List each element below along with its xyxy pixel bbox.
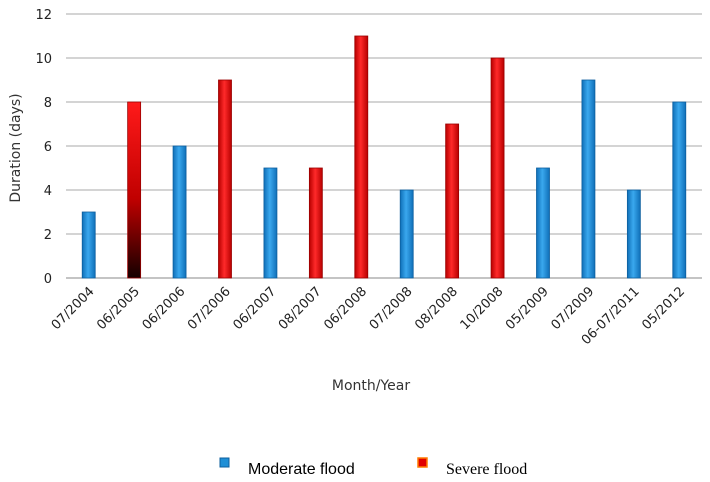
legend-swatch-moderate [219,457,230,468]
y-axis-title: Duration (days) [8,93,24,202]
y-tick-label: 6 [44,140,52,155]
bar-severe-flood [127,101,142,279]
bar-severe-flood [308,167,323,279]
bars [81,35,687,279]
legend: Moderate flood Severe flood [219,457,527,478]
x-tick-labels: 07/200406/200506/200607/200606/200708/20… [49,284,688,348]
legend-label-moderate: Moderate flood [248,461,355,478]
x-axis-title: Month/Year [332,378,410,394]
y-tick-label: 2 [44,228,52,243]
y-tick-label: 12 [35,8,52,23]
bar-moderate-flood [536,167,550,279]
x-tick-label: 06/2006 [140,284,189,333]
x-tick-label: 10/2008 [458,284,507,333]
bar-severe-flood [218,79,232,279]
x-tick-label: 06/2007 [230,284,279,333]
x-tick-label: 07/2008 [367,284,416,333]
y-tick-label: 4 [44,184,52,199]
bar-severe-flood [354,35,369,279]
y-tick-labels: 0 2 4 6 8 10 12 [35,8,52,287]
y-tick-label: 0 [44,272,52,287]
x-tick-label: 08/2008 [412,284,461,333]
legend-swatch-severe [417,457,428,468]
x-tick-label: 07/2006 [185,284,234,333]
bar-moderate-flood [581,79,596,279]
bar-moderate-flood [626,189,641,279]
y-tick-label: 8 [44,96,52,111]
x-tick-label: 08/2007 [276,284,325,333]
legend-label-severe: Severe flood [446,461,527,478]
bar-severe-flood [490,57,505,279]
bar-moderate-flood [399,189,414,279]
x-tick-label: 05/2012 [639,284,688,333]
bar-moderate-flood [172,145,187,279]
bar-moderate-flood [81,211,96,279]
x-tick-label: 05/2009 [503,284,552,333]
x-tick-label: 06/2005 [94,284,143,333]
x-tick-label: 06/2008 [321,284,370,333]
x-tick-label: 07/2004 [49,284,98,333]
bar-moderate-flood [672,101,687,279]
bar-moderate-flood [263,167,278,279]
gridlines [66,13,702,279]
bar-severe-flood [445,123,460,279]
y-tick-label: 10 [35,52,52,67]
